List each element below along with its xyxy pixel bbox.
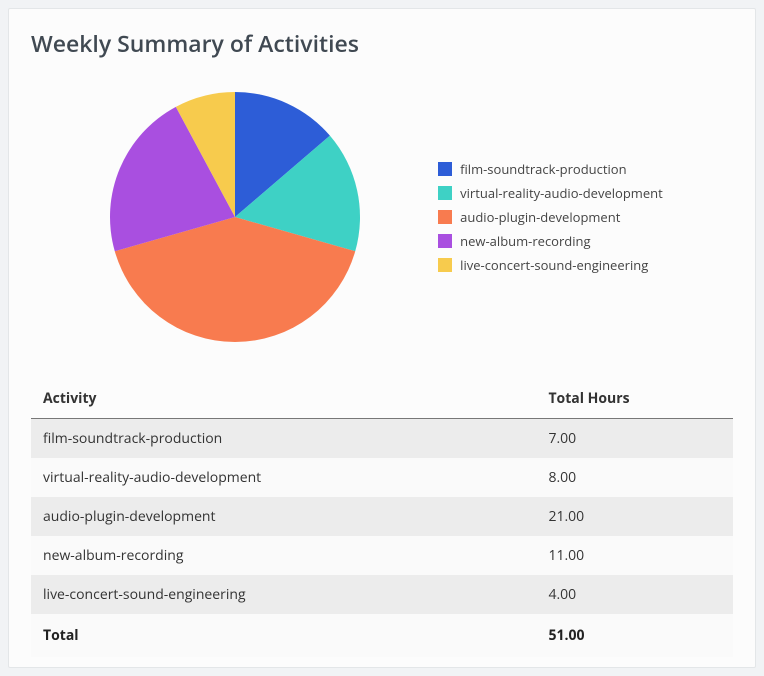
table-row: film-soundtrack-production7.00 <box>31 419 733 459</box>
table-row: live-concert-sound-engineering4.00 <box>31 575 733 614</box>
pie-chart-container <box>31 77 438 357</box>
cell-activity: audio-plugin-development <box>31 497 536 536</box>
legend-swatch <box>438 162 452 176</box>
cell-activity: live-concert-sound-engineering <box>31 575 536 614</box>
cell-hours: 4.00 <box>536 575 733 614</box>
cell-hours: 8.00 <box>536 458 733 497</box>
total-value: 51.00 <box>536 614 733 657</box>
cell-activity: virtual-reality-audio-development <box>31 458 536 497</box>
page-title: Weekly Summary of Activities <box>31 27 733 59</box>
summary-card: Weekly Summary of Activities film-soundt… <box>8 8 756 668</box>
cell-activity: new-album-recording <box>31 536 536 575</box>
col-activity-header: Activity <box>31 379 536 419</box>
legend-item: new-album-recording <box>438 232 733 250</box>
legend-item: film-soundtrack-production <box>438 160 733 178</box>
legend-label: virtual-reality-audio-development <box>460 184 663 202</box>
activity-table: Activity Total Hours film-soundtrack-pro… <box>31 379 733 657</box>
cell-hours: 21.00 <box>536 497 733 536</box>
col-hours-header: Total Hours <box>536 379 733 419</box>
table-total-row: Total 51.00 <box>31 614 733 657</box>
legend-label: film-soundtrack-production <box>460 160 626 178</box>
legend-label: audio-plugin-development <box>460 208 620 226</box>
legend-swatch <box>438 234 452 248</box>
chart-row: film-soundtrack-production virtual-realit… <box>31 77 733 357</box>
total-label: Total <box>31 614 536 657</box>
cell-hours: 11.00 <box>536 536 733 575</box>
legend-item: live-concert-sound-engineering <box>438 256 733 274</box>
table-row: new-album-recording11.00 <box>31 536 733 575</box>
cell-activity: film-soundtrack-production <box>31 419 536 459</box>
legend-swatch <box>438 210 452 224</box>
pie-chart <box>35 77 435 357</box>
cell-hours: 7.00 <box>536 419 733 459</box>
table-row: virtual-reality-audio-development8.00 <box>31 458 733 497</box>
legend-label: new-album-recording <box>460 232 590 250</box>
legend-swatch <box>438 258 452 272</box>
legend-item: audio-plugin-development <box>438 208 733 226</box>
table-row: audio-plugin-development21.00 <box>31 497 733 536</box>
table-header-row: Activity Total Hours <box>31 379 733 419</box>
legend-label: live-concert-sound-engineering <box>460 256 648 274</box>
legend-swatch <box>438 186 452 200</box>
legend: film-soundtrack-production virtual-realit… <box>438 154 733 280</box>
legend-item: virtual-reality-audio-development <box>438 184 733 202</box>
